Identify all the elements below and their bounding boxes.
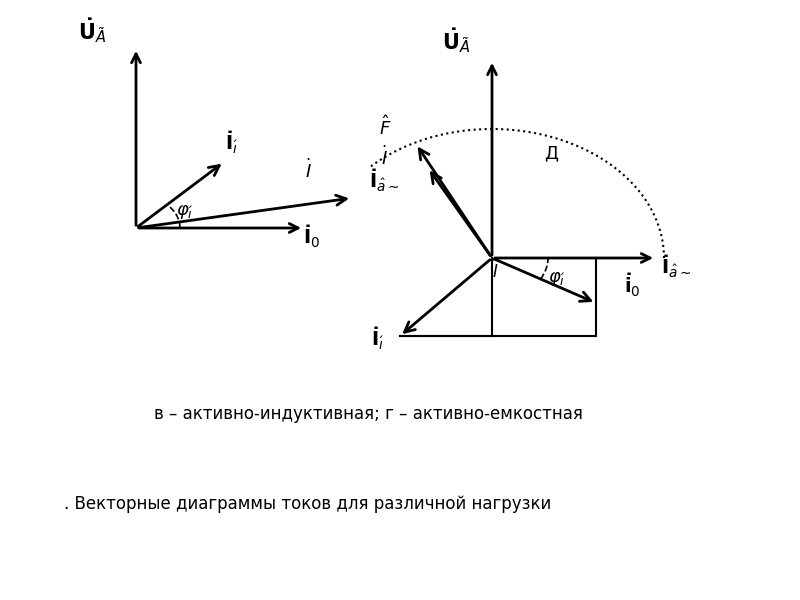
Text: $\dot{I}$: $\dot{I}$: [305, 159, 311, 182]
Text: $\varphi_{\acute{\imath}}$: $\varphi_{\acute{\imath}}$: [176, 203, 194, 221]
Text: $\hat{I}$: $\hat{I}$: [492, 258, 500, 282]
Text: $\mathbf{\dot{i}}_0$: $\mathbf{\dot{i}}_0$: [624, 272, 640, 299]
Text: $\dot{I}$: $\dot{I}$: [381, 146, 387, 169]
Text: $\mathbf{\dot{U}}_{\tilde{A}}$: $\mathbf{\dot{U}}_{\tilde{A}}$: [442, 26, 470, 55]
Text: . Векторные диаграммы токов для различной нагрузки: . Векторные диаграммы токов для различно…: [64, 495, 551, 513]
Text: $\mathbf{\dot{I}}_{\hat{a}\sim}$: $\mathbf{\dot{I}}_{\hat{a}\sim}$: [369, 168, 399, 194]
Text: в – активно-индуктивная; г – активно-емкостная: в – активно-индуктивная; г – активно-емк…: [154, 405, 582, 423]
Text: $\mathbf{\dot{I}}_{\acute{\imath}}$: $\mathbf{\dot{I}}_{\acute{\imath}}$: [371, 326, 384, 352]
Text: Д: Д: [544, 145, 558, 163]
Text: $\hat{F}$: $\hat{F}$: [379, 115, 392, 139]
Text: $\mathbf{\dot{I}}_0$: $\mathbf{\dot{I}}_0$: [303, 224, 321, 250]
Text: $\mathbf{\dot{I}}_{\hat{a}\sim}$: $\mathbf{\dot{I}}_{\hat{a}\sim}$: [661, 254, 691, 280]
Text: $\varphi_{\acute{\imath}}$: $\varphi_{\acute{\imath}}$: [548, 270, 566, 288]
Text: $\mathbf{\dot{U}}_{\tilde{A}}$: $\mathbf{\dot{U}}_{\tilde{A}}$: [78, 16, 106, 45]
Text: $\mathbf{\dot{I}}_{\acute{\imath}}$: $\mathbf{\dot{I}}_{\acute{\imath}}$: [226, 130, 238, 157]
